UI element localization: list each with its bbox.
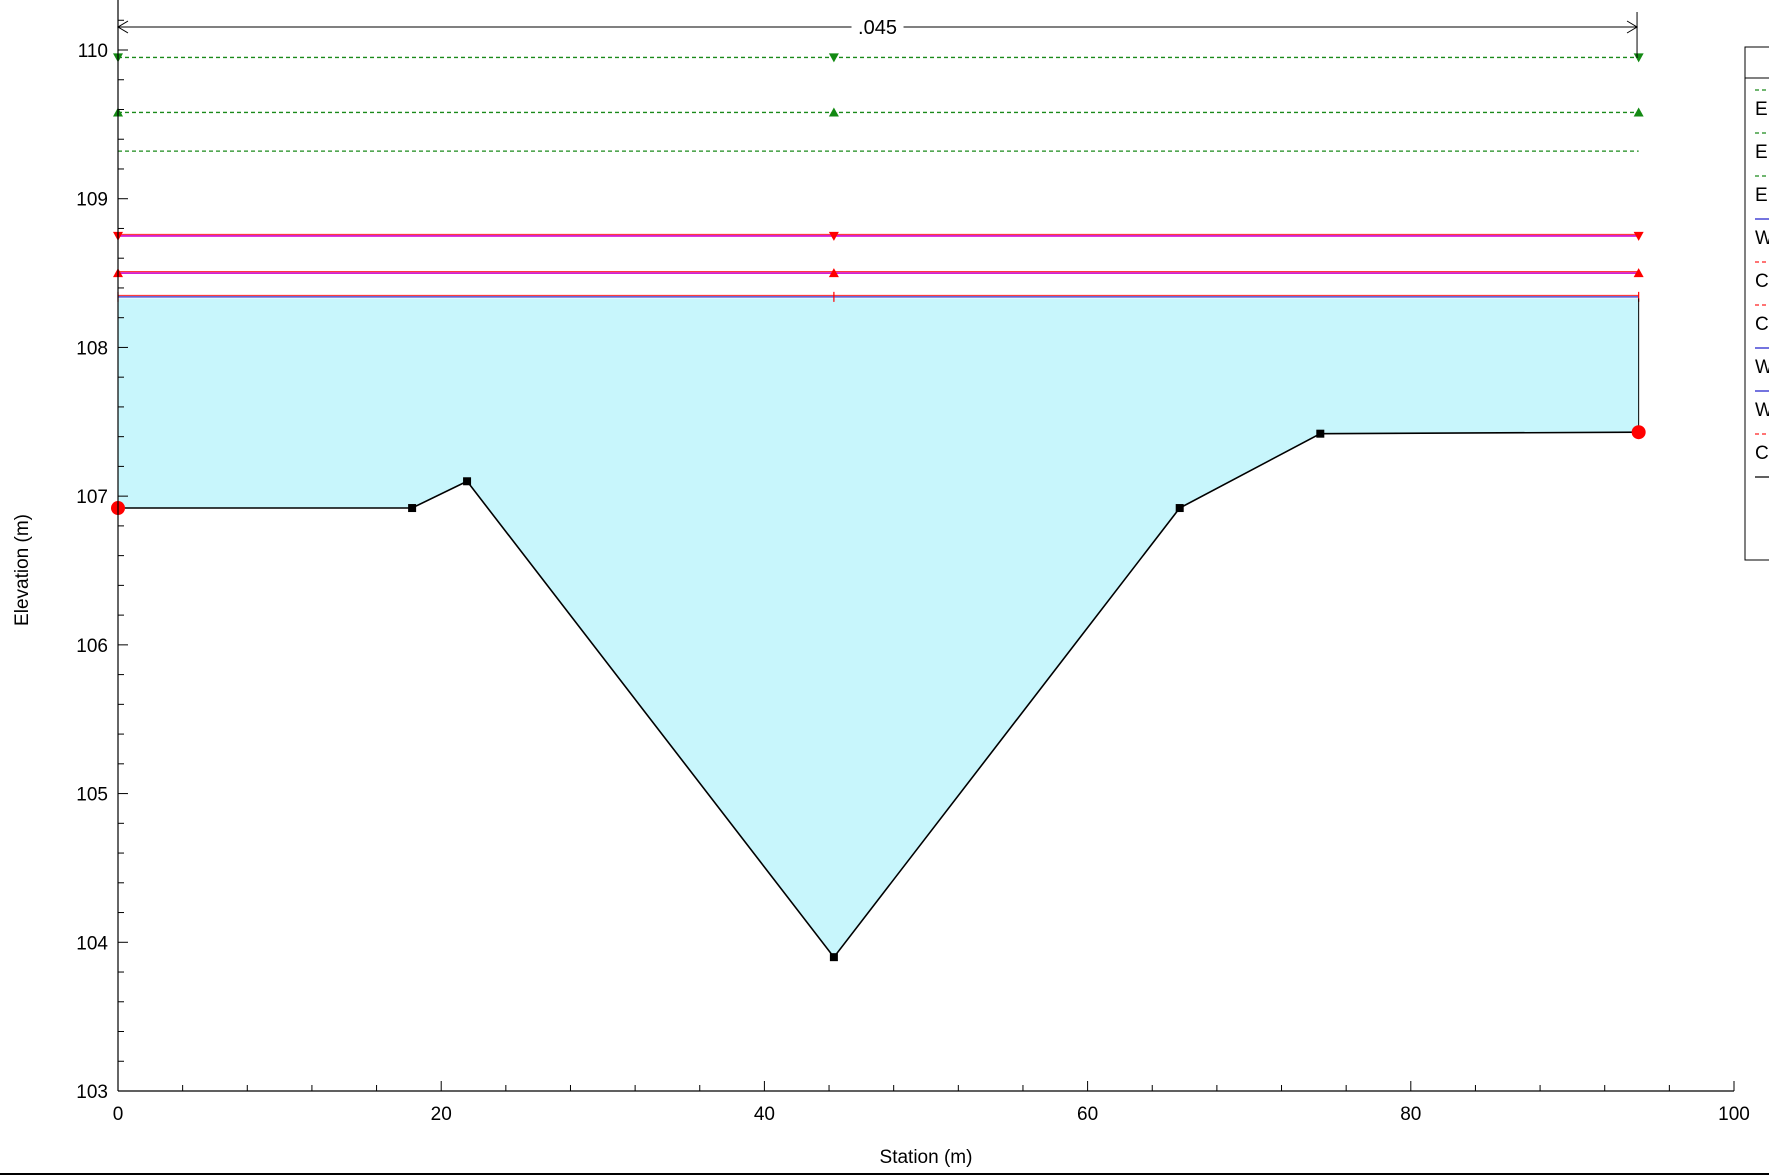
y-tick-label: 104 [76, 933, 108, 954]
level-marker-3-1 [828, 231, 839, 241]
y-axis-title: Elevation (m) [12, 514, 33, 626]
legend-box [1744, 46, 1769, 561]
water-fill-layer [118, 298, 1639, 958]
ground-point-2 [463, 477, 472, 486]
level-marker-4-1 [828, 268, 839, 278]
n-label-bg [851, 13, 904, 39]
level-marker-1-1 [828, 107, 839, 117]
x-tick-label: 80 [1400, 1104, 1421, 1125]
legend: E E E W C C W W C [1744, 46, 1769, 561]
ground-point-3 [829, 953, 838, 962]
ground-point-4 [1175, 504, 1184, 513]
n-arrow-head-left [117, 20, 129, 34]
x-tick-label: 20 [431, 1104, 452, 1125]
level-lines-layer [113, 53, 1644, 302]
y-tick-label: 108 [76, 338, 108, 359]
x-tick-label: 40 [754, 1104, 775, 1125]
level-marker-4-2 [1633, 268, 1644, 278]
legend-label-6: W [1755, 357, 1769, 378]
ground-point-1 [408, 504, 417, 513]
level-marker-3-2 [1633, 231, 1644, 241]
water-fill [118, 298, 1639, 958]
y-tick-label: 107 [76, 487, 108, 508]
legend-label-1: E [1755, 142, 1768, 163]
level-marker-0-2 [1633, 53, 1644, 63]
n-arrow-head-right [1626, 20, 1639, 34]
legend-label-3: W [1755, 228, 1769, 249]
x-axis-title: Station (m) [880, 1147, 973, 1168]
legend-label-0: E [1755, 99, 1768, 120]
n-value-label: .045 [858, 17, 897, 39]
y-tick-label: 110 [78, 41, 108, 62]
y-tick-label: 103 [76, 1082, 108, 1103]
y-tick-label: 105 [76, 785, 108, 806]
level-marker-0-1 [828, 53, 839, 63]
level-marker-1-2 [1633, 107, 1644, 117]
legend-label-4: C [1755, 271, 1769, 292]
legend-label-2: E [1755, 185, 1768, 206]
legend-label-7: W [1755, 400, 1769, 421]
x-tick-label: 0 [113, 1104, 124, 1125]
ground-point-5 [1316, 429, 1325, 438]
legend-label-8: C [1755, 443, 1769, 464]
x-tick-label: 100 [1718, 1104, 1750, 1125]
bank-station-1 [1631, 425, 1646, 440]
y-tick-label: 106 [76, 636, 108, 657]
legend-label-5: C [1755, 314, 1769, 335]
x-tick-label: 60 [1077, 1104, 1098, 1125]
y-tick-label: 109 [76, 190, 108, 211]
manning-n-annotation: .045 [117, 12, 1639, 58]
